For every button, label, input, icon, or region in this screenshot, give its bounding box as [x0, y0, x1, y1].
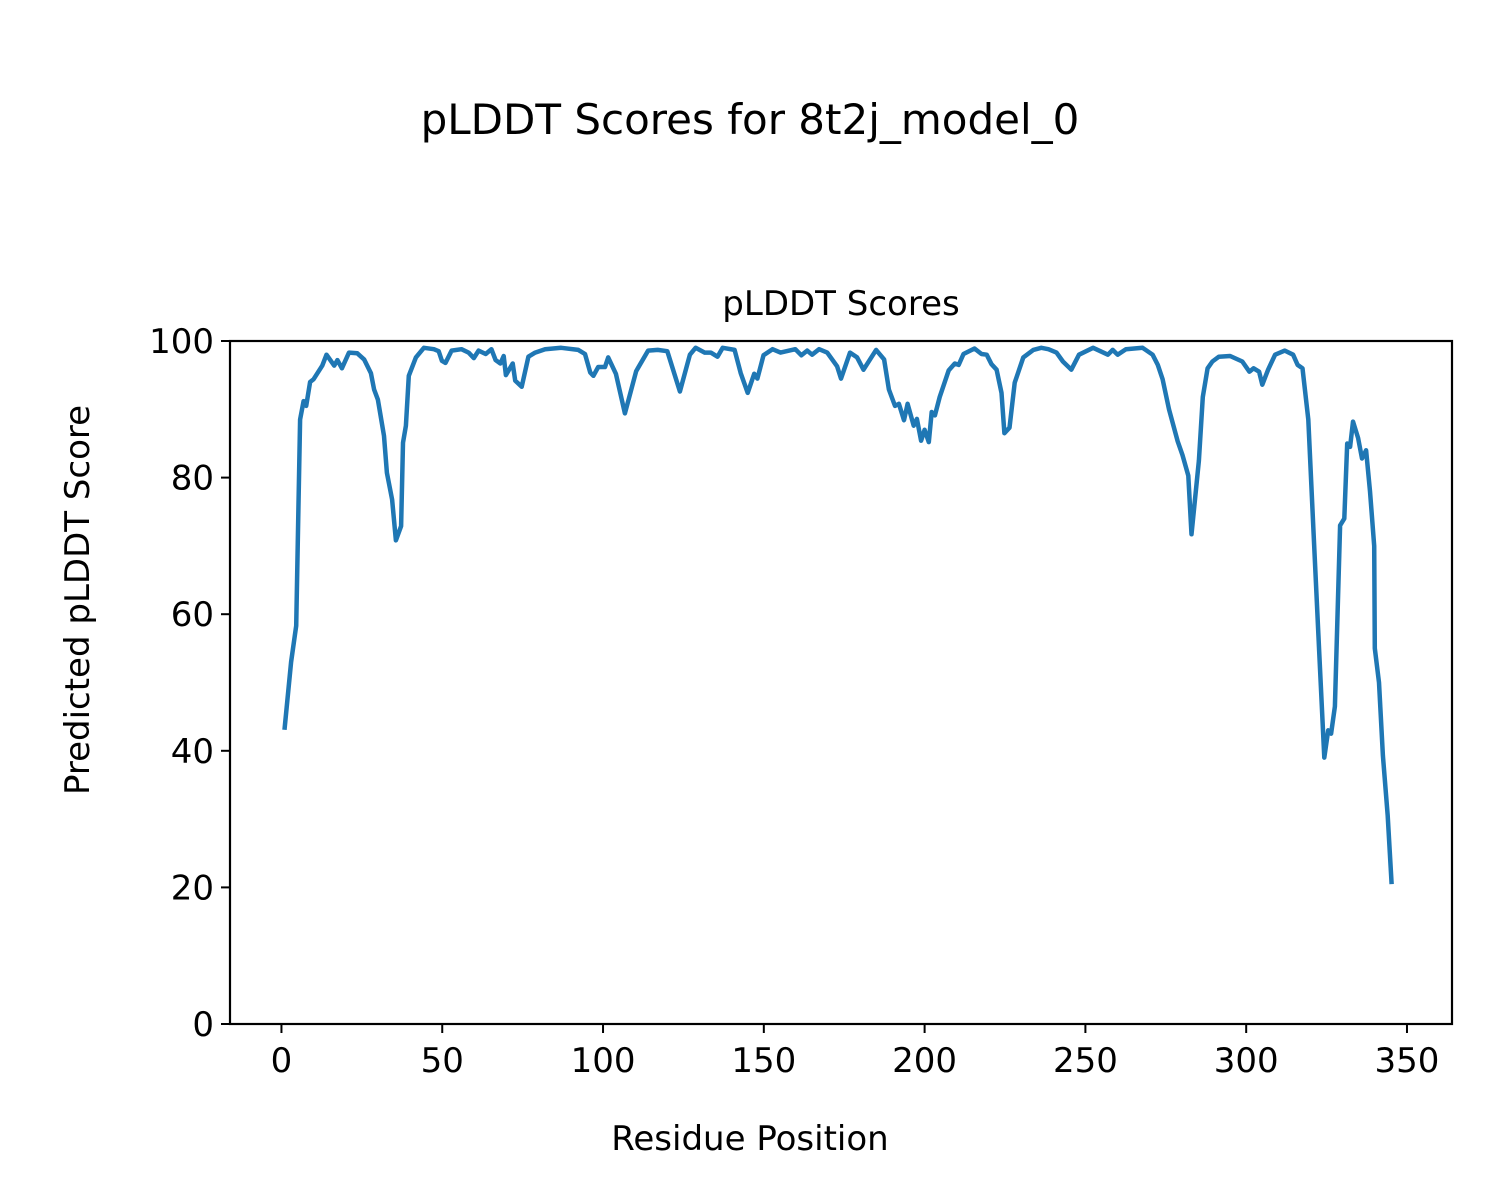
x-tick-label: 250	[1053, 1041, 1118, 1081]
y-tick-label: 0	[192, 1005, 214, 1045]
y-tick-label: 60	[171, 595, 214, 635]
figure-title: pLDDT Scores for 8t2j_model_0	[421, 95, 1080, 144]
x-tick-label: 150	[731, 1041, 796, 1081]
y-tick-label: 40	[171, 732, 214, 772]
x-tick-label: 0	[271, 1041, 293, 1081]
x-tick-label: 100	[571, 1041, 636, 1081]
y-tick-label: 20	[171, 868, 214, 908]
x-tick-label: 300	[1214, 1041, 1279, 1081]
y-axis-ticks: 0 20 40 60 80 100	[149, 322, 230, 1045]
plot-frame	[228, 339, 1454, 1026]
x-axis-ticks: 0 50 100 150 200 250 300 350	[271, 1024, 1440, 1081]
x-tick-label: 50	[421, 1041, 464, 1081]
x-axis-label: Residue Position	[611, 1119, 888, 1159]
x-tick-label: 350	[1375, 1041, 1440, 1081]
y-axis-label: Predicted pLDDT Score	[58, 405, 98, 795]
y-tick-label: 80	[171, 459, 214, 499]
x-tick-label: 200	[892, 1041, 957, 1081]
y-tick-label: 100	[149, 322, 214, 362]
series-line-plddt	[282, 345, 1394, 885]
chart-title: pLDDT Scores	[722, 284, 959, 324]
